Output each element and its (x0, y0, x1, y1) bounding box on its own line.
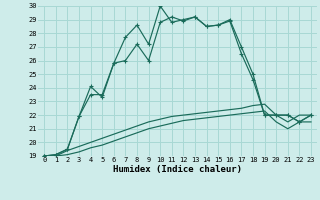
X-axis label: Humidex (Indice chaleur): Humidex (Indice chaleur) (113, 165, 242, 174)
